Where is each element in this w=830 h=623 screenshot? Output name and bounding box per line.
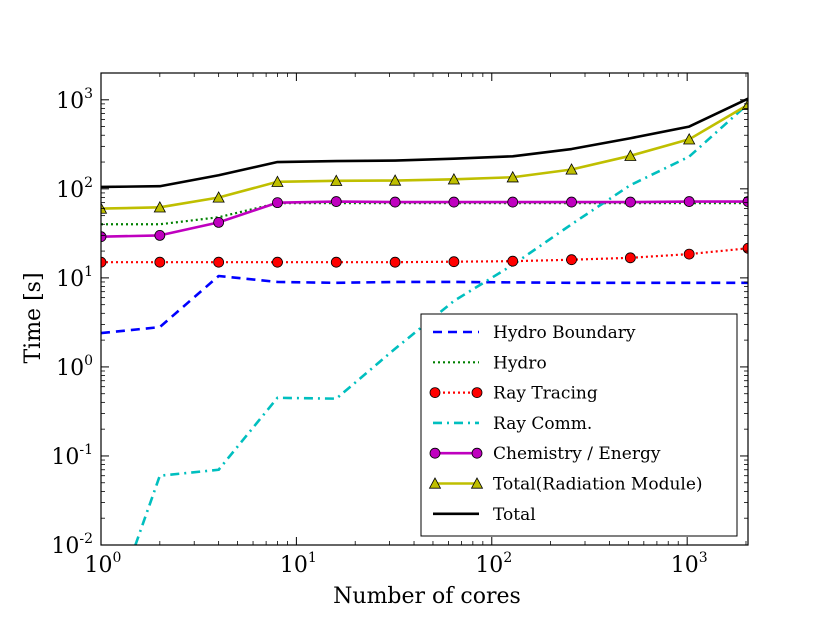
data-point-chemistry-energy [507,196,519,208]
y-tick-label: 102 [56,175,93,203]
data-point-ray-tracing [101,256,107,268]
data-point-total-radiation-module [447,172,461,185]
svg-text:100: 100 [56,353,93,381]
svg-text:102: 102 [56,175,93,203]
legend-item-hydro: Hydro [433,353,547,373]
data-point-chemistry-energy [683,196,695,207]
svg-text:103: 103 [671,550,708,578]
x-tick-label: 100 [85,550,122,578]
data-point-chemistry-energy [154,229,166,241]
data-point-chemistry-energy [566,196,577,208]
data-point-total-radiation-module [101,202,108,214]
data-point-ray-tracing [272,256,283,268]
x-tick-label: 102 [475,550,512,578]
data-point-chemistry-energy [213,216,225,228]
y-axis-label: Time [s] [21,272,46,363]
data-point-total-radiation-module [624,149,637,161]
data-point-total-radiation-module [683,132,696,145]
data-point-total-radiation-module [741,98,748,110]
data-point-total-radiation-module [153,200,166,213]
legend-marker-chemistry-energy [429,447,441,459]
svg-text:101: 101 [56,264,93,292]
data-point-chemistry-energy [272,197,283,209]
legend-label-chemistry-energy: Chemistry / Energy [493,444,661,464]
data-point-ray-tracing [154,256,166,268]
svg-text:10-1: 10-1 [51,442,93,470]
legend-marker-chemistry-energy [471,447,483,459]
series-line-chemistry-energy [101,200,748,239]
legend-label-total: Total [493,505,536,525]
data-point-chemistry-energy [742,196,748,207]
series-line-total [101,97,748,189]
data-point-total-radiation-module [271,175,284,187]
data-point-total-radiation-module [212,191,225,203]
y-tick-label: 10-2 [51,531,93,559]
data-point-ray-tracing [213,256,225,268]
x-tick-label: 103 [671,550,708,578]
legend-item-total-radiation-module: Total(Radiation Module) [428,475,703,495]
legend-item-hydro-boundary: Hydro Boundary [433,323,636,343]
ticks-layer: 100 101 102 103 10-2 10-1 100 101 102 103 [51,72,748,578]
data-point-ray-tracing [507,255,519,267]
svg-text:10-2: 10-2 [51,531,93,559]
legend-label-hydro: Hydro [493,353,547,373]
legend-marker-total-radiation-module [470,477,484,489]
x-tick-label: 101 [280,550,317,578]
data-point-total-radiation-module [506,170,519,183]
legend-marker-ray-tracing [429,387,441,399]
data-point-total-radiation-module [565,163,578,175]
data-point-ray-tracing [330,256,342,268]
data-point-ray-tracing [624,252,636,264]
data-point-ray-tracing [448,256,460,268]
series-line-total-radiation-module [101,103,748,210]
y-tick-label: 100 [56,353,93,381]
data-point-chemistry-energy [330,196,342,207]
data-point-ray-tracing [389,256,401,268]
legend-item-chemistry-energy: Chemistry / Energy [429,444,661,464]
y-tick-label: 10-1 [51,442,93,470]
legend-label-ray-tracing: Ray Tracing [493,384,598,404]
legend-marker-ray-tracing [471,387,483,399]
legend-label-total-radiation-module: Total(Radiation Module) [493,475,703,495]
legend-item-ray-tracing: Ray Tracing [429,384,598,404]
svg-text:102: 102 [475,550,512,578]
y-tick-label: 101 [56,264,93,292]
series-line-hydro-boundary [101,274,748,335]
data-point-chemistry-energy [389,196,401,208]
data-point-chemistry-energy [448,196,460,208]
legend-box [420,313,738,537]
x-axis-label: Number of cores [333,584,521,609]
legend-item-total: Total [433,505,536,525]
legend: Hydro Boundary Hydro Ray Tracing Ray Comm. C… [420,313,738,537]
legend-item-ray-comm: Ray Comm. [433,414,592,434]
data-point-ray-tracing [683,248,695,260]
svg-text:103: 103 [56,86,93,114]
plot-frame [100,72,749,546]
data-point-total-radiation-module [388,174,402,186]
legend-label-ray-comm: Ray Comm. [493,414,592,434]
legend-label-hydro-boundary: Hydro Boundary [493,323,636,343]
svg-text:100: 100 [85,550,122,578]
y-tick-label: 103 [56,86,93,114]
data-point-total-radiation-module [330,174,343,186]
data-point-chemistry-energy [101,231,107,243]
data-point-ray-tracing [566,254,577,266]
markers-layer [101,98,748,268]
svg-text:101: 101 [280,550,317,578]
legend-marker-total-radiation-module [428,477,442,489]
data-point-chemistry-energy [624,196,636,208]
